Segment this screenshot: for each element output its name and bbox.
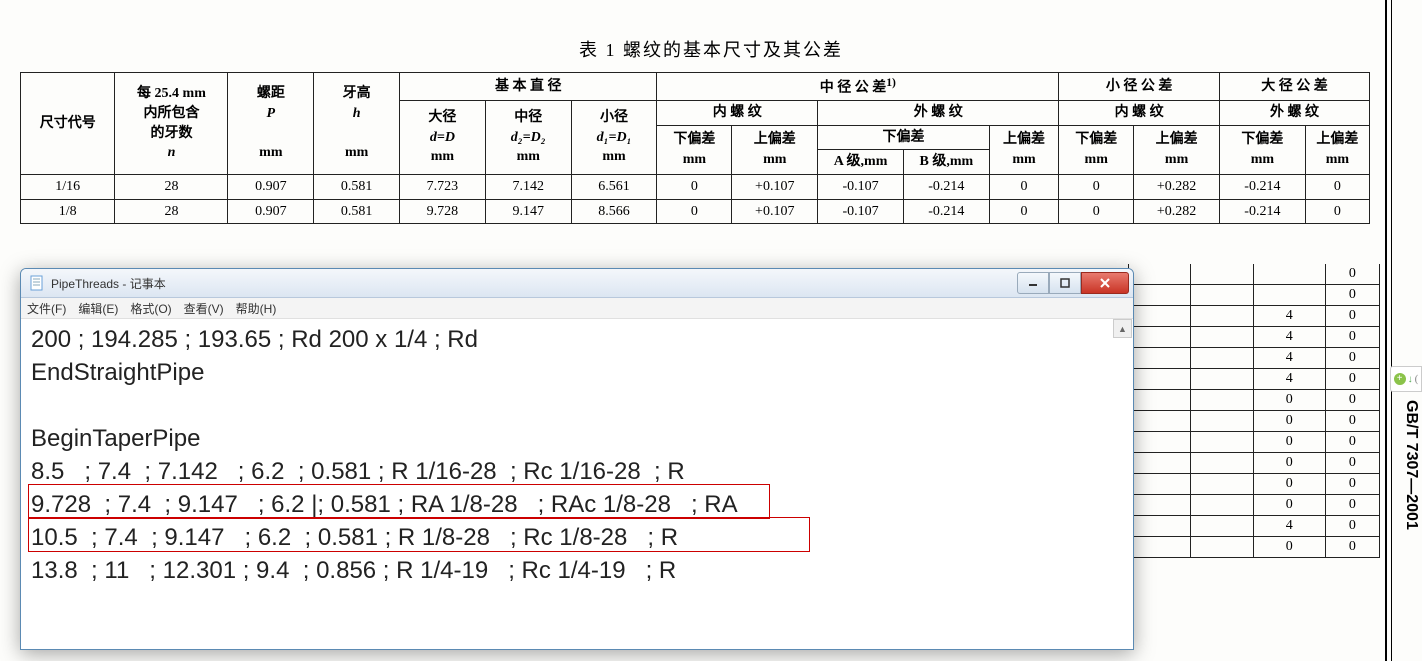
col-size: 尺寸代号 <box>21 73 115 175</box>
down-arrow-icon: ↓ <box>1408 374 1413 385</box>
notepad-window: PipeThreads - 记事本 文件(F) 编辑(E) 格式(O) 查看(V… <box>20 268 1134 650</box>
table-cell: 0 <box>1059 199 1134 224</box>
standard-code: GB/T 7307—2001 <box>1402 400 1420 530</box>
table-cell: 0 <box>1305 199 1369 224</box>
text-content[interactable]: 200 ; 194.285 ; 193.65 ; Rd 200 x 1/4 ; … <box>21 319 1133 650</box>
table-cell: 9.728 <box>400 199 486 224</box>
table-cell: 6.561 <box>571 175 657 200</box>
menu-edit[interactable]: 编辑(E) <box>78 300 118 317</box>
table-trailing: 00404040400000000000004000 <box>1128 264 1380 558</box>
table-cell: 0 <box>1059 175 1134 200</box>
menu-help[interactable]: 帮助(H) <box>236 300 277 317</box>
table-cell: 0.907 <box>228 175 314 200</box>
plus-icon: + <box>1394 373 1406 385</box>
close-button[interactable] <box>1081 272 1129 294</box>
notepad-icon <box>29 275 45 291</box>
page-border <box>1385 0 1392 661</box>
col-teeth: 每 25.4 mm 内所包含 的牙数 n <box>115 73 228 175</box>
table-cell: -0.107 <box>818 175 904 200</box>
table-cell: -0.107 <box>818 199 904 224</box>
table-cell: 0.907 <box>228 199 314 224</box>
table-cell: +0.107 <box>732 199 818 224</box>
menubar: 文件(F) 编辑(E) 格式(O) 查看(V) 帮助(H) <box>21 298 1133 319</box>
table-cell: 1/16 <box>21 175 115 200</box>
table-cell: 0 <box>657 175 732 200</box>
table-cell: 7.723 <box>400 175 486 200</box>
table-cell: 28 <box>115 175 228 200</box>
table-cell: 1/8 <box>21 199 115 224</box>
table-cell: -0.214 <box>1219 199 1305 224</box>
col-minor-tol: 小 径 公 差 <box>1059 73 1220 101</box>
table-cell: 7.142 <box>485 175 571 200</box>
table-cell: 9.147 <box>485 199 571 224</box>
window-title: PipeThreads - 记事本 <box>51 275 1017 292</box>
menu-view[interactable]: 查看(V) <box>184 300 224 317</box>
table-title: 表 1 螺纹的基本尺寸及其公差 <box>0 36 1422 62</box>
table-cell: -0.214 <box>903 175 989 200</box>
menu-format[interactable]: 格式(O) <box>130 300 171 317</box>
titlebar[interactable]: PipeThreads - 记事本 <box>21 269 1133 298</box>
table-cell: 0.581 <box>314 175 400 200</box>
col-basic-dia: 基 本 直 径 <box>400 73 657 101</box>
side-tab[interactable]: + ↓ ( <box>1390 366 1422 392</box>
table-cell: 0 <box>989 175 1059 200</box>
col-pitch: 螺距 P mm <box>228 73 314 175</box>
table-cell: 0 <box>1305 175 1369 200</box>
table-cell: +0.282 <box>1134 199 1220 224</box>
menu-file[interactable]: 文件(F) <box>27 300 66 317</box>
table-cell: 0 <box>657 199 732 224</box>
table-cell: -0.214 <box>903 199 989 224</box>
table-cell: 8.566 <box>571 199 657 224</box>
table-cell: +0.282 <box>1134 175 1220 200</box>
table-cell: 28 <box>115 199 228 224</box>
col-mid-tol: 中 径 公 差1) <box>657 73 1059 101</box>
table-cell: 0 <box>989 199 1059 224</box>
table-cell: -0.214 <box>1219 175 1305 200</box>
table-cell: +0.107 <box>732 175 818 200</box>
spec-table: 尺寸代号 每 25.4 mm 内所包含 的牙数 n 螺距 P mm 牙高 h m… <box>20 72 1370 224</box>
table-cell: 0.581 <box>314 199 400 224</box>
col-major-tol: 大 径 公 差 <box>1219 73 1369 101</box>
minimize-button[interactable] <box>1017 272 1049 294</box>
maximize-button[interactable] <box>1049 272 1081 294</box>
col-height: 牙高 h mm <box>314 73 400 175</box>
